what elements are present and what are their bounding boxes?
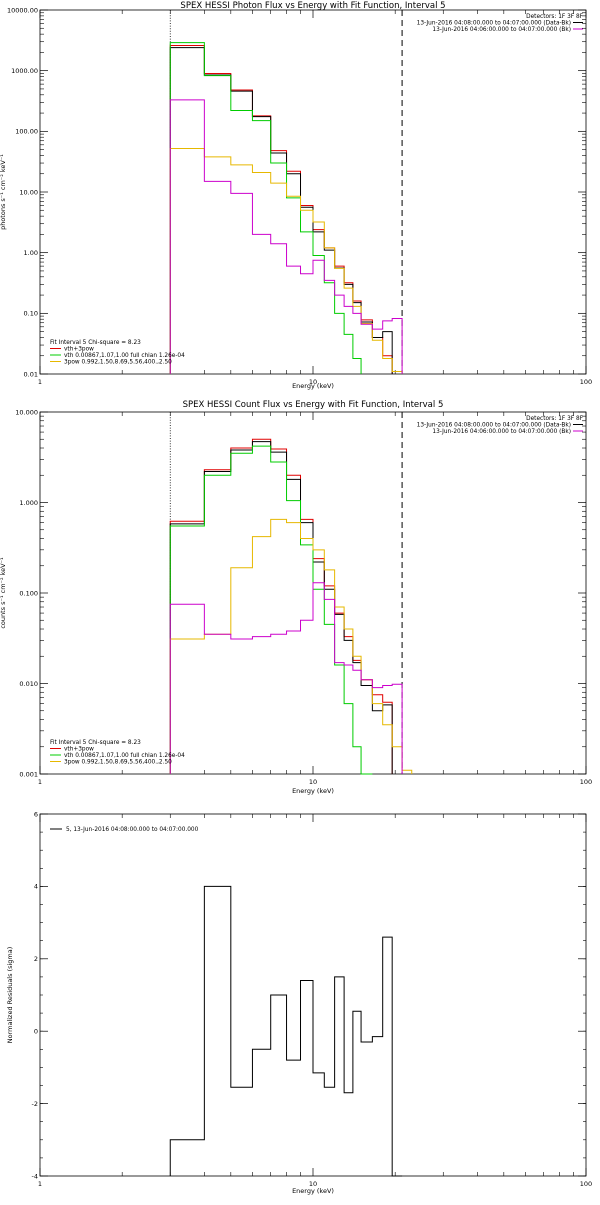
series-3-histogram xyxy=(169,518,413,774)
series-0-histogram xyxy=(169,438,393,774)
y-axis-label: photons s⁻¹ cm⁻² keV⁻¹ xyxy=(0,154,7,230)
series-3-histogram xyxy=(169,148,403,374)
series-2-histogram xyxy=(169,42,362,374)
legend-detectors: Detectors: 1F 3F 8F xyxy=(526,416,583,422)
y-tick-label: 0.010 xyxy=(19,680,38,688)
x-tick-label: 1 xyxy=(38,378,42,386)
y-axis-label: counts s⁻¹ cm⁻² keV⁻¹ xyxy=(0,557,7,629)
residuals-chart: Energy (keV) Normalized Residuals (sigma)… xyxy=(6,810,592,1195)
y-tick-label: 0.001 xyxy=(19,770,38,778)
x-tick-label: 100 xyxy=(580,378,592,386)
y-tick-label: 0.100 xyxy=(19,589,38,597)
series-0-histogram xyxy=(169,44,393,374)
x-tick-label: 1 xyxy=(38,1180,42,1188)
x-axis-label: Energy (keV) xyxy=(292,382,334,390)
y-tick-label: -4 xyxy=(32,1172,38,1180)
count-flux-chart: SPEX HESSI Count Flux vs Energy with Fit… xyxy=(0,400,592,795)
legend-fit-component: vth 0.00867,1.07,1.00 full chian 1.26e-0… xyxy=(64,753,185,759)
chart-title: SPEX HESSI Count Flux vs Energy with Fit… xyxy=(183,400,444,410)
y-tick-label: -2 xyxy=(32,1100,38,1108)
x-tick-label: 1 xyxy=(38,778,42,786)
series-1-histogram xyxy=(169,441,393,774)
legend-fit-component: vth+3pow xyxy=(64,747,94,753)
x-axis-label: Energy (keV) xyxy=(292,787,334,795)
y-tick-label: 0.10 xyxy=(24,310,38,318)
photon-flux-chart: SPEX HESSI Photon Flux vs Energy with Fi… xyxy=(0,1,592,390)
x-tick-label: 10 xyxy=(309,1180,317,1188)
legend-fit-component: vth+3pow xyxy=(64,347,94,353)
series-2-histogram xyxy=(169,445,373,775)
y-tick-label: 0 xyxy=(34,1028,38,1036)
plot-frame xyxy=(39,9,587,375)
legend-fit-component: 3pow 0.992,1.50,8.69,5.56,400.,2.50 xyxy=(64,360,172,366)
legend-time-range: 13-Jun-2016 04:08:00.000 to 04:07:00.000… xyxy=(417,21,571,27)
y-tick-label: 10.000 xyxy=(15,408,38,416)
legend-time-range: 13-Jun-2016 04:06:00.000 to 04:07:00.000… xyxy=(432,27,571,33)
chart-title: SPEX HESSI Photon Flux vs Energy with Fi… xyxy=(180,1,445,11)
y-tick-label: 1000.00 xyxy=(11,67,38,75)
legend-time-range: 13-Jun-2016 04:08:00.000 to 04:07:00.000… xyxy=(417,423,571,429)
legend-fit-component: 3pow 0.992,1.50,8.69,5.56,400.,2.50 xyxy=(64,760,172,766)
x-tick-label: 100 xyxy=(580,1180,592,1188)
series-1-histogram xyxy=(169,47,393,374)
x-tick-label: 100 xyxy=(580,778,592,786)
y-axis-label: Normalized Residuals (sigma) xyxy=(6,947,14,1044)
legend-time-range: 13-Jun-2016 04:06:00.000 to 04:07:00.000… xyxy=(432,429,571,435)
y-tick-label: 10.00 xyxy=(19,188,38,196)
x-axis-label: Energy (keV) xyxy=(292,1187,334,1195)
x-tick-label: 10 xyxy=(309,378,317,386)
y-tick-label: 10000.00 xyxy=(7,6,38,14)
legend-entry: 5, 13-Jun-2016 04:08:00.000 to 04:07:00.… xyxy=(66,827,199,833)
series-4-histogram xyxy=(169,99,403,374)
legend-fit-component: vth 0.00867,1.07,1.00 full chian 1.26e-0… xyxy=(64,353,185,359)
x-tick-label: 10 xyxy=(309,778,317,786)
legend-fit-summary: Fit Interval 5 Chi-square = 8.23 xyxy=(50,340,141,346)
legend-fit-summary: Fit Interval 5 Chi-square = 8.23 xyxy=(50,740,141,746)
y-tick-label: 6 xyxy=(34,810,38,818)
y-tick-label: 0.01 xyxy=(24,370,38,378)
series-4-histogram xyxy=(169,582,403,774)
y-tick-label: 2 xyxy=(34,955,38,963)
legend-detectors: Detectors: 1F 3F 8F xyxy=(526,14,583,20)
y-tick-label: 100.00 xyxy=(15,128,38,136)
y-tick-label: 1.000 xyxy=(19,499,38,507)
y-tick-label: 1.00 xyxy=(24,249,38,257)
series-0-histogram xyxy=(169,885,403,1177)
y-tick-label: 4 xyxy=(34,883,38,891)
